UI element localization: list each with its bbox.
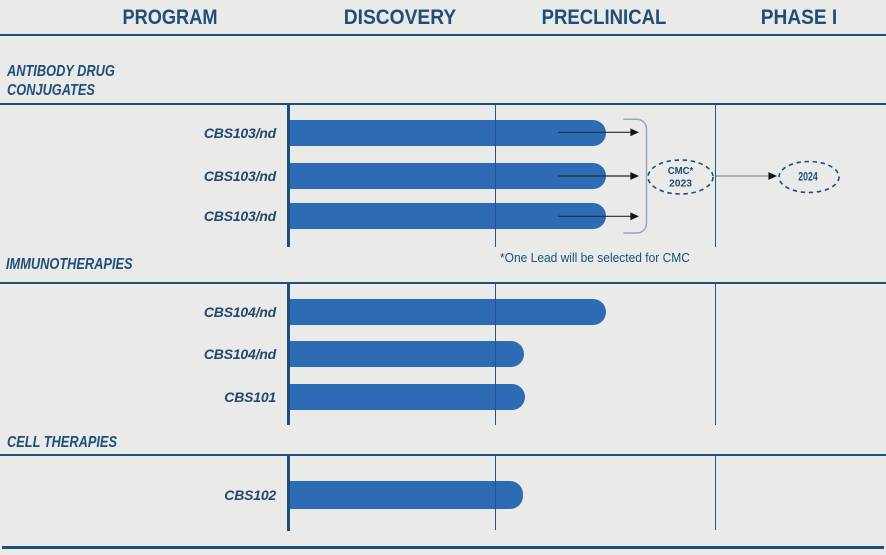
svg-text:CMC*: CMC*: [668, 166, 694, 177]
svg-text:2024: 2024: [798, 170, 818, 184]
svg-text:2023: 2023: [669, 179, 693, 190]
